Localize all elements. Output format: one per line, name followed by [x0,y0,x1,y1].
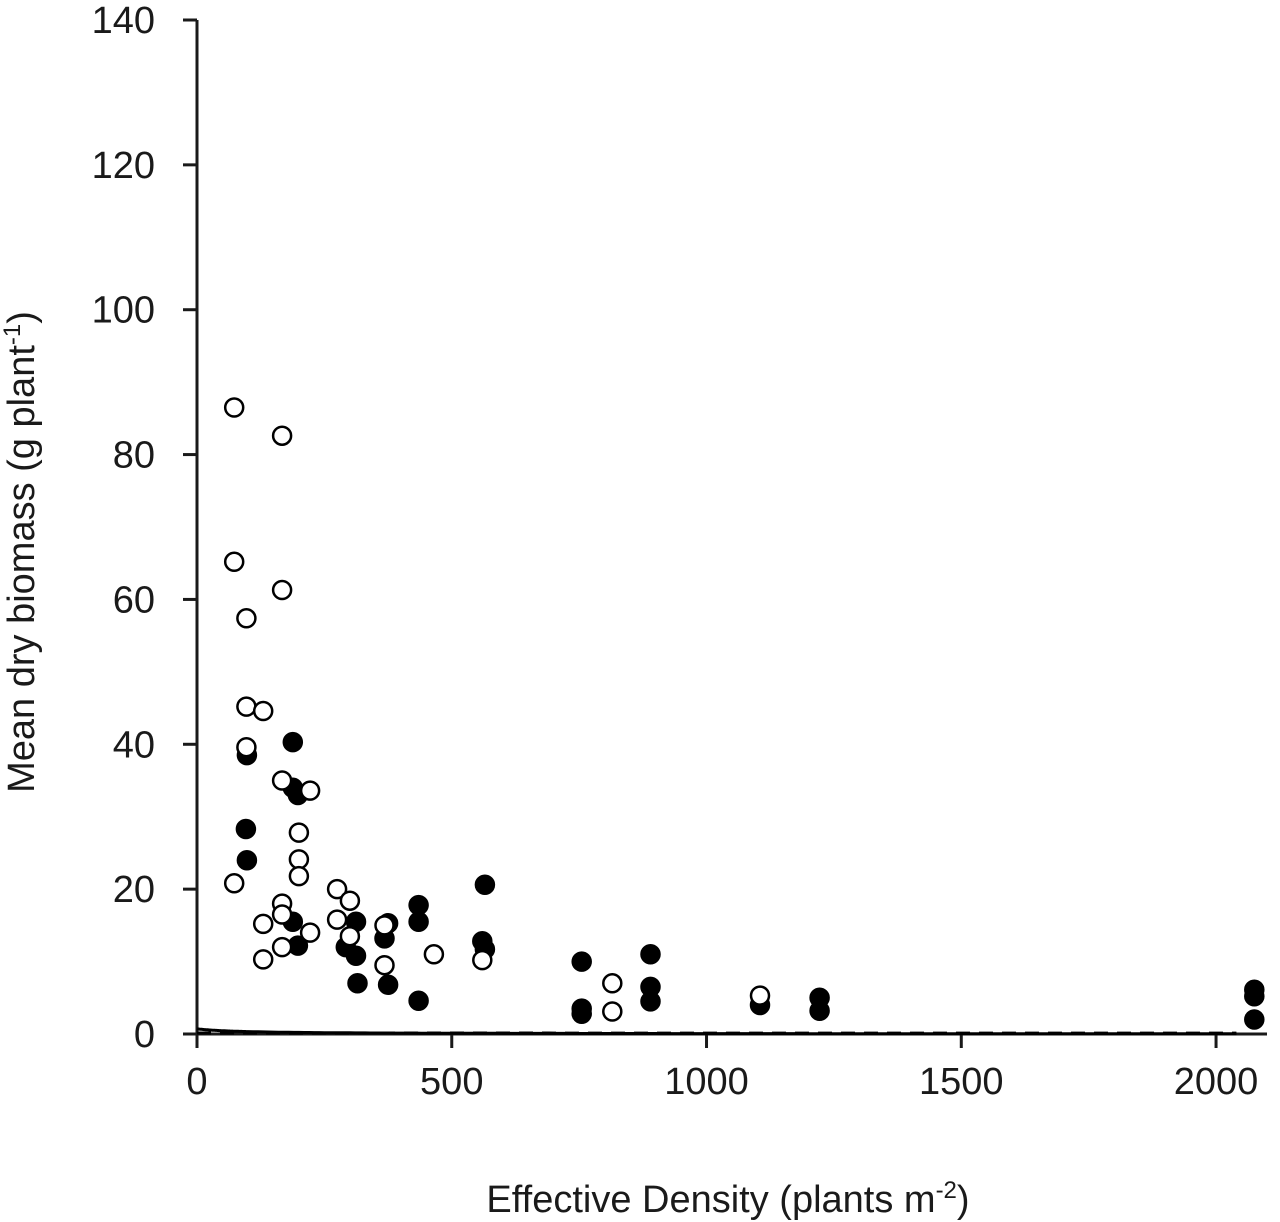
y-tick-label: 140 [92,0,155,42]
filled-data-point [345,945,367,967]
filled-data-point [408,894,429,916]
y-tick-label: 60 [113,579,155,621]
filled-data-point [571,951,592,972]
open-data-point [602,973,623,994]
filled-data-point [408,911,429,932]
open-data-point [271,936,293,958]
open-data-point [223,397,245,418]
open-data-point [288,849,310,870]
open-data-point [326,878,348,900]
y-axis-label: Mean dry biomass (g plant-1) [0,311,43,793]
x-axis-label: Effective Density (plants m-2) [486,1177,969,1221]
open-data-point [271,770,293,791]
x-tick-label: 0 [186,1061,207,1103]
open-data-point [288,865,310,887]
open-data-point [223,873,245,894]
open-data-point [271,579,293,601]
filled-data-point [347,973,368,994]
y-tick-label: 100 [92,290,155,332]
axes [195,20,1267,1036]
y-ticks: 0 20 40 60 80 100 120 140 [92,0,197,1056]
open-data-point [339,925,361,947]
data-points [223,397,1265,1030]
filled-data-point [408,990,429,1011]
filled-data-point [377,974,399,995]
filled-data-point [236,849,258,871]
y-tick-label: 40 [113,724,155,766]
open-data-point [236,696,257,717]
x-ticks: 0 500 1000 1500 2000 [186,1034,1258,1103]
filled-data-point [282,731,304,753]
open-data-point [423,944,445,965]
open-data-point [271,425,293,446]
filled-data-point [809,1000,830,1022]
open-data-point [472,949,493,971]
open-data-point [339,890,361,911]
open-data-point [252,913,274,935]
open-data-point [326,909,348,930]
x-tick-label: 1000 [664,1061,749,1103]
open-data-point [252,949,274,970]
y-tick-label: 20 [113,869,155,911]
filled-data-point [571,1003,592,1024]
filled-data-point [640,991,661,1012]
open-data-point [374,954,395,976]
open-data-point [749,985,771,1006]
open-data-point [602,1001,623,1022]
filled-data-point [1244,986,1265,1007]
y-tick-label: 120 [92,145,155,187]
filled-data-point [1244,1009,1265,1030]
open-data-point [299,780,321,801]
open-data-point [236,608,257,629]
open-data-point [271,904,293,925]
open-data-point [374,915,395,936]
y-tick-label: 0 [134,1014,155,1056]
x-tick-label: 1500 [919,1061,1004,1103]
open-data-point [299,922,321,943]
x-tick-label: 2000 [1174,1061,1259,1103]
open-data-point [288,822,310,843]
filled-data-point [640,944,661,965]
open-data-point [223,551,245,573]
open-data-point [252,700,274,722]
fitted-curves [196,1027,1237,1036]
filled-data-point [474,874,496,896]
filled-data-point [235,818,257,840]
y-tick-label: 80 [113,435,155,477]
open-data-point [236,736,257,758]
x-tick-label: 500 [420,1061,483,1103]
